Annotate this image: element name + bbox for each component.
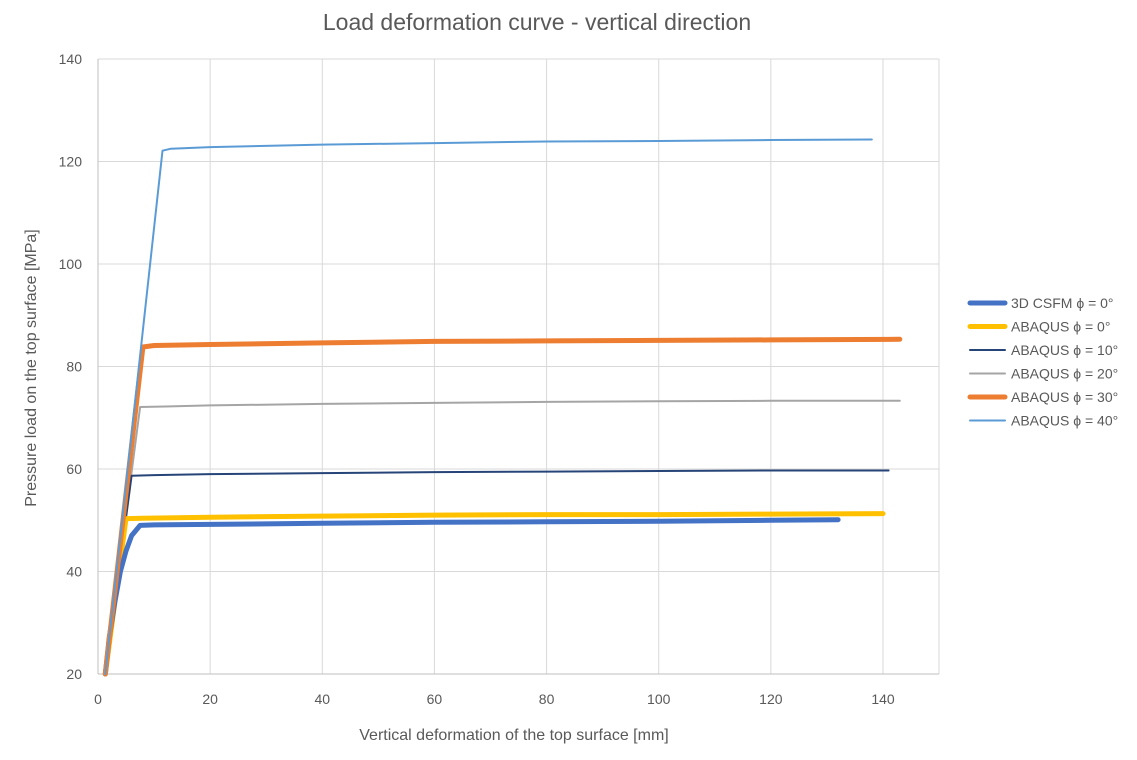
x-tick-label: 120 — [759, 691, 783, 707]
legend-item: 3D CSFM ϕ = 0° — [967, 295, 1114, 311]
legend-label: ABAQUS ϕ = 10° — [1011, 342, 1118, 358]
legend-item: ABAQUS ϕ = 0° — [967, 319, 1110, 335]
y-tick-label: 140 — [59, 51, 83, 67]
x-tick-label: 20 — [202, 691, 218, 707]
legend-label: 3D CSFM ϕ = 0° — [1011, 295, 1114, 311]
legend-item: ABAQUS ϕ = 10° — [969, 342, 1118, 358]
x-axis-label: Vertical deformation of the top surface … — [359, 727, 668, 744]
chart-title: Load deformation curve - vertical direct… — [323, 9, 751, 35]
series-lines — [102, 138, 903, 677]
x-tick-label: 40 — [314, 691, 330, 707]
series-line-5 — [104, 138, 873, 675]
series-line-3 — [104, 399, 901, 675]
y-tick-label: 40 — [66, 564, 82, 580]
gridlines — [97, 58, 940, 675]
x-tick-label: 140 — [871, 691, 895, 707]
legend-label: ABAQUS ϕ = 20° — [1011, 366, 1118, 382]
series-line-2 — [104, 469, 890, 675]
y-tick-label: 60 — [66, 461, 82, 477]
legend-label: ABAQUS ϕ = 30° — [1011, 389, 1118, 405]
y-axis-ticks: 20 40 60 80 100 120 140 — [59, 51, 83, 682]
series-line-0 — [102, 517, 841, 677]
y-axis-label: Pressure load on the top surface [MPa] — [23, 229, 40, 506]
series-line-4 — [102, 336, 903, 677]
legend-label: ABAQUS ϕ = 40° — [1011, 413, 1118, 429]
y-tick-label: 80 — [66, 359, 82, 375]
legend-item: ABAQUS ϕ = 30° — [967, 389, 1118, 405]
x-tick-label: 100 — [647, 691, 671, 707]
legend-label: ABAQUS ϕ = 0° — [1011, 319, 1110, 335]
x-axis-ticks: 0 20 40 60 80 100 120 140 — [94, 691, 895, 707]
x-tick-label: 60 — [427, 691, 443, 707]
legend: 3D CSFM ϕ = 0° ABAQUS ϕ = 0° ABAQUS ϕ = 10… — [967, 295, 1118, 429]
y-tick-label: 20 — [66, 666, 82, 682]
legend-item: ABAQUS ϕ = 40° — [969, 413, 1118, 429]
x-tick-label: 80 — [539, 691, 555, 707]
y-tick-label: 100 — [59, 256, 83, 272]
legend-item: ABAQUS ϕ = 20° — [969, 366, 1118, 382]
y-tick-label: 120 — [59, 154, 83, 170]
x-tick-label: 0 — [94, 691, 102, 707]
series-line-1 — [102, 511, 886, 677]
